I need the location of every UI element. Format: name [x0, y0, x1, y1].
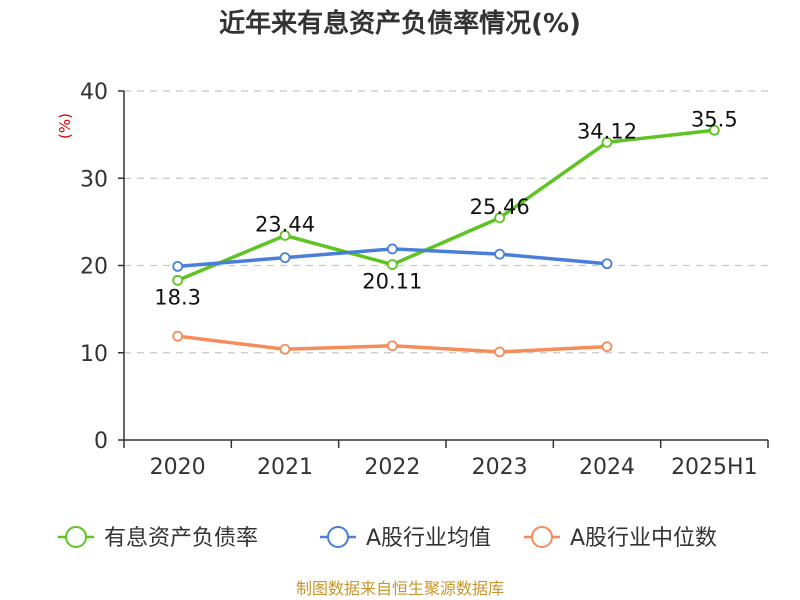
data-point-s0-3: [494, 212, 506, 224]
series-line-0: [176, 128, 715, 282]
legend-label-1: A股行业均值: [366, 526, 491, 551]
series-lines: [172, 124, 720, 358]
x-tick-label-2020: 2020: [150, 455, 206, 480]
data-label-s0-5: 35.5: [691, 107, 738, 131]
data-point-s1-1: [279, 252, 291, 264]
x-tick-label-2025H1: 2025H1: [671, 455, 758, 480]
axes: 0 10 20 30 40 2020 2021 2022 2023 2024 2025H1: [80, 80, 769, 480]
y-tick-label-30: 30: [80, 167, 108, 192]
data-point-s0-2: [386, 259, 398, 270]
data-label-s0-2: 20.11: [362, 270, 422, 294]
y-tick-label-40: 40: [80, 80, 108, 105]
x-tick-label-2024: 2024: [579, 455, 635, 480]
data-point-s0-1: [279, 230, 291, 241]
data-point-s2-3: [494, 346, 506, 358]
data-label-s0-1: 23.44: [255, 212, 315, 236]
source-note: 制图数据来自恒生聚源数据库: [296, 579, 504, 598]
x-tick-label-2022: 2022: [364, 455, 420, 480]
data-point-s2-2: [386, 340, 398, 352]
data-point-s2-4: [601, 341, 613, 353]
y-tick-label-0: 0: [94, 429, 108, 454]
data-point-s1-4: [601, 258, 613, 270]
data-point-s0-4: [601, 136, 613, 148]
y-tick-label-10: 10: [80, 342, 108, 367]
data-label-s0-0: 18.3: [154, 285, 201, 309]
grid-lines: [124, 90, 768, 354]
chart-title: 近年来有息资产负债率情况(%): [219, 8, 581, 39]
legend-marker-2: [531, 526, 553, 548]
data-point-s2-0: [172, 330, 184, 342]
y-axis-unit-label: (%): [56, 113, 74, 139]
legend-label-0: 有息资产负债率: [104, 526, 258, 551]
legend-marker-1: [327, 526, 349, 548]
y-tick-label-20: 20: [80, 255, 108, 280]
data-point-s2-1: [279, 343, 291, 355]
legend: 有息资产负债率 A股行业均值 A股行业中位数: [58, 526, 717, 551]
legend-label-2: A股行业中位数: [570, 526, 717, 551]
x-tick-label-2021: 2021: [257, 455, 313, 480]
data-labels: 18.3 23.44 20.11 25.46 34.12 35.5: [154, 107, 737, 309]
data-point-s1-2: [386, 243, 398, 255]
data-point-s0-0: [172, 274, 184, 286]
data-point-s1-3: [494, 248, 506, 260]
data-label-s0-3: 25.46: [470, 195, 530, 219]
data-label-s0-4: 34.12: [577, 119, 637, 143]
data-point-s0-5: [708, 124, 720, 136]
data-point-s1-0: [172, 260, 184, 272]
legend-marker-0: [65, 526, 87, 548]
x-tick-label-2023: 2023: [472, 455, 528, 480]
